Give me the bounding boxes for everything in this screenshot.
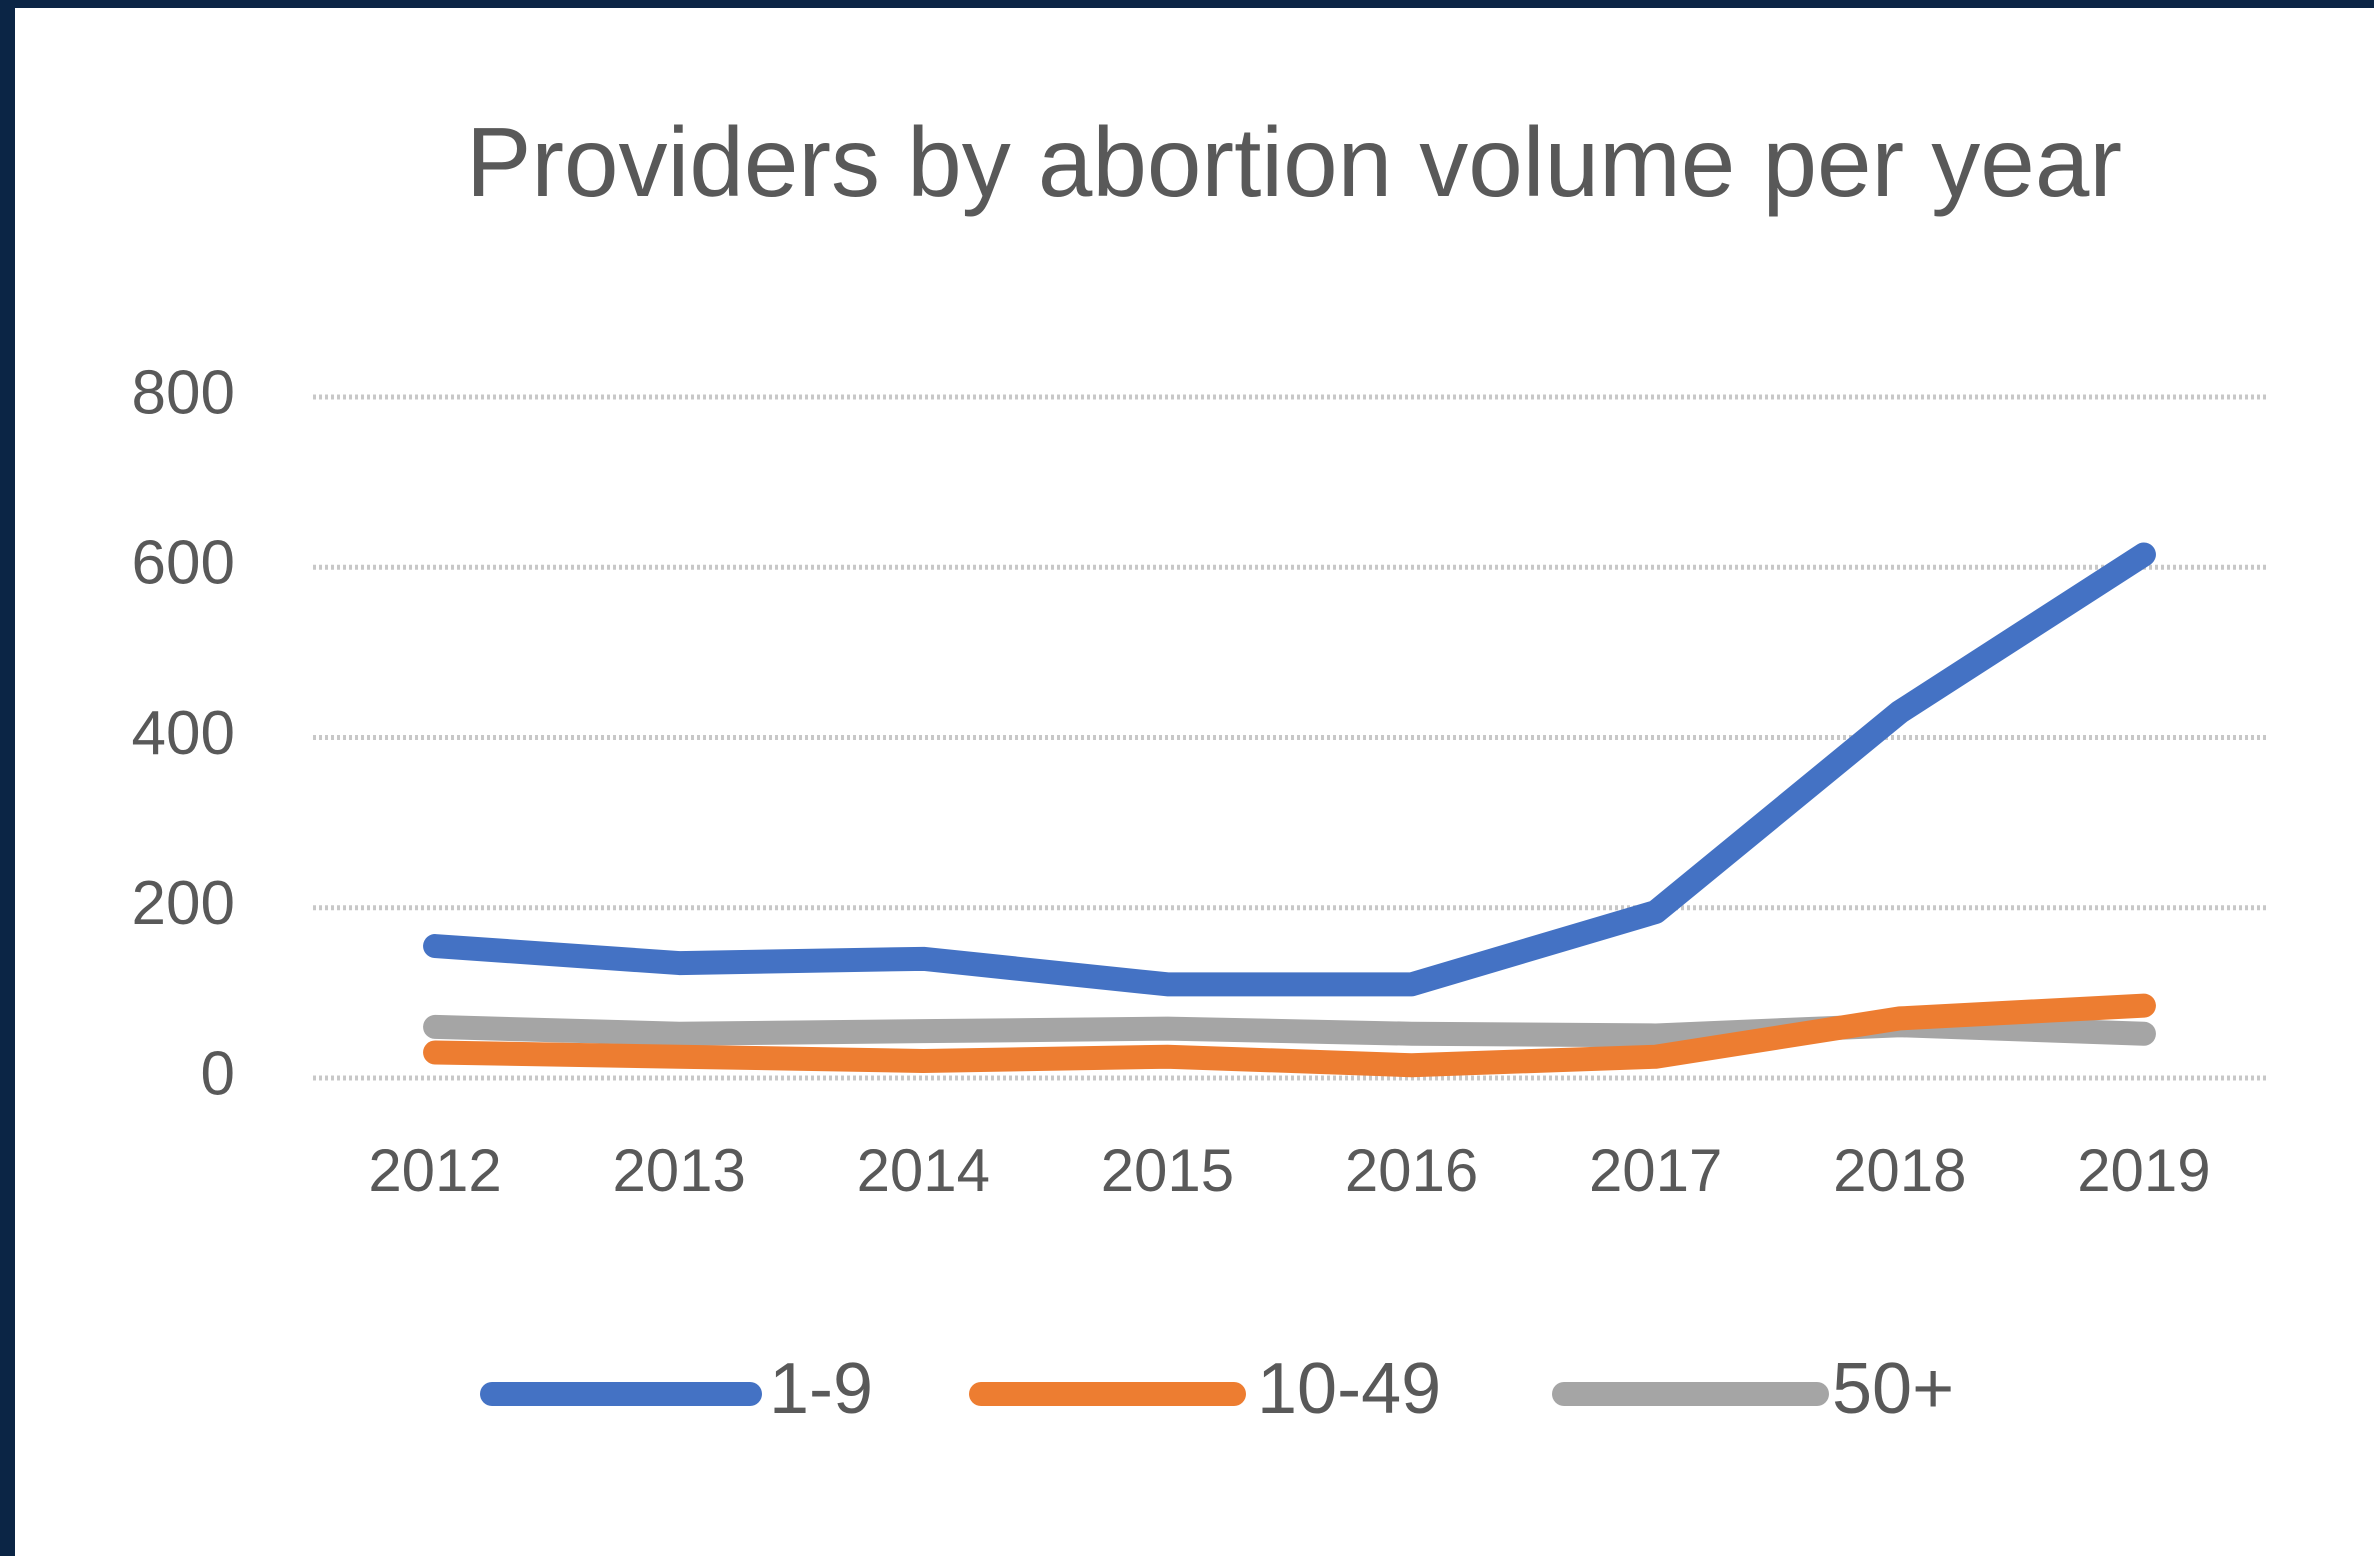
y-tick-label: 600: [132, 529, 235, 598]
y-tick-label: 800: [132, 358, 235, 427]
chart-area: [15, 8, 2374, 1556]
y-tick-label: 400: [132, 699, 235, 768]
x-tick-label: 2015: [1101, 1137, 1234, 1204]
legend-label: 50+: [1832, 1349, 1954, 1429]
x-tick-label: 2019: [2077, 1137, 2210, 1204]
series-line: [423, 993, 2156, 1078]
x-tick-label: 2012: [368, 1137, 501, 1204]
series-line: [423, 542, 2156, 997]
legend-label: 1-9: [769, 1349, 873, 1429]
x-tick-label: 2016: [1345, 1137, 1478, 1204]
legend-label: 10-49: [1257, 1349, 1441, 1429]
y-tick-label: 200: [132, 869, 235, 938]
x-tick-label: 2014: [857, 1137, 990, 1204]
y-tick-label: 0: [201, 1039, 235, 1108]
x-tick-label: 2018: [1833, 1137, 1966, 1204]
chart-title: Providers by abortion volume per year: [466, 107, 2122, 217]
x-tick-label: 2013: [612, 1137, 745, 1204]
x-tick-label: 2017: [1589, 1137, 1722, 1204]
